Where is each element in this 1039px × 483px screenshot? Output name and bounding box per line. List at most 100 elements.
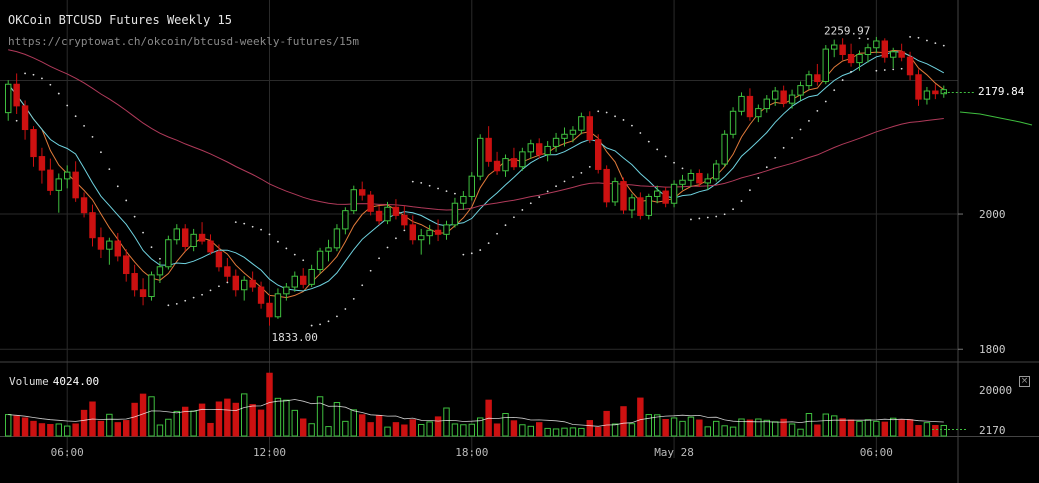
candle-body	[224, 266, 231, 277]
volume-bar	[325, 426, 332, 437]
candle-body	[409, 224, 417, 241]
sar-dot	[538, 196, 541, 198]
candle-body	[662, 190, 669, 204]
candle	[763, 95, 770, 113]
candle	[182, 224, 189, 252]
sar-dot	[403, 229, 406, 232]
volume-bar	[106, 413, 113, 437]
candle	[687, 169, 695, 187]
candle	[578, 112, 585, 135]
sar-dot	[723, 213, 726, 216]
candle-body	[780, 90, 787, 104]
sar-dot	[125, 199, 128, 202]
sar-dot	[521, 209, 524, 211]
volume-bar	[645, 414, 652, 437]
volume-bar	[367, 422, 374, 437]
time-tick-label: 06:00	[51, 446, 84, 459]
price-tick-label: 2000	[979, 208, 1006, 221]
candle-body	[89, 212, 96, 239]
volume-bar	[881, 421, 888, 437]
volume-bar	[114, 422, 121, 437]
candle	[426, 224, 433, 245]
volume-bar	[519, 424, 526, 437]
candle-body	[325, 247, 332, 252]
candle	[325, 239, 332, 262]
sar-dot	[572, 176, 574, 178]
volume-bar	[729, 426, 737, 437]
close-icon[interactable]: ×	[1019, 376, 1030, 387]
volume-bar	[257, 409, 265, 437]
candle	[586, 111, 593, 144]
sar-dot	[226, 281, 229, 284]
candle-body	[300, 275, 307, 285]
candle-body	[637, 197, 644, 216]
volume-bar	[215, 401, 223, 437]
candle	[21, 100, 29, 140]
sar-dot	[673, 161, 675, 164]
candle	[898, 43, 905, 62]
candle-body	[569, 129, 577, 135]
volume-bar	[586, 420, 593, 437]
candle-body	[375, 210, 383, 222]
sar-dot	[555, 185, 557, 188]
sar-dot	[656, 148, 659, 151]
candle-body	[856, 54, 863, 64]
volume-bar	[552, 428, 560, 437]
candle-body	[814, 74, 821, 83]
sar-dot	[378, 257, 380, 260]
candle	[822, 45, 829, 85]
candle	[97, 227, 105, 258]
candle	[114, 232, 121, 262]
chart-url[interactable]: https://cryptowat.ch/okcoin/btcusd-weekl…	[8, 35, 359, 48]
volume-bar	[493, 423, 501, 437]
candle-body	[578, 116, 585, 131]
volume-bar	[856, 420, 863, 437]
candle-body	[788, 94, 796, 104]
candle-body	[367, 194, 374, 212]
low-price-label: 1833.00	[272, 331, 318, 344]
sar-dot	[639, 132, 642, 134]
volume-bar	[300, 418, 307, 437]
volume-bar	[696, 419, 703, 437]
candle	[148, 271, 155, 301]
volume-bar	[207, 422, 214, 437]
volume-bar	[502, 413, 509, 437]
candle-body	[249, 279, 256, 288]
volume-bar	[814, 424, 821, 437]
candle-body	[847, 54, 855, 64]
sar-dot	[580, 172, 583, 174]
sar-dot	[386, 246, 389, 249]
sar-dot	[91, 135, 94, 138]
candle-body	[266, 302, 273, 318]
candle-body	[350, 189, 358, 212]
sar-dot	[605, 111, 608, 114]
volume-bar	[772, 421, 779, 437]
sar-dot	[765, 166, 768, 169]
volume-bar	[611, 423, 619, 437]
candle	[38, 147, 46, 184]
candle-body	[603, 168, 610, 203]
sar-dot	[41, 77, 43, 80]
sar-dot	[428, 184, 431, 187]
candle-body	[123, 255, 130, 275]
sar-dot	[647, 140, 650, 143]
volume-bar	[266, 372, 273, 437]
volume-bar	[898, 419, 905, 437]
candle-body	[451, 202, 459, 226]
sar-dot	[218, 285, 220, 288]
sma-mid-line	[7, 50, 945, 292]
sar-dot	[487, 242, 490, 245]
candle	[847, 43, 855, 67]
candle	[139, 278, 147, 306]
candle-body	[477, 137, 484, 177]
sar-dot	[336, 315, 338, 318]
candle-body	[839, 44, 846, 56]
sar-dot	[395, 237, 397, 240]
sma-fast-line	[7, 49, 945, 299]
candle-body	[645, 195, 652, 216]
candle-body	[215, 251, 223, 268]
volume-bar	[654, 414, 661, 437]
candle-body	[729, 110, 737, 135]
